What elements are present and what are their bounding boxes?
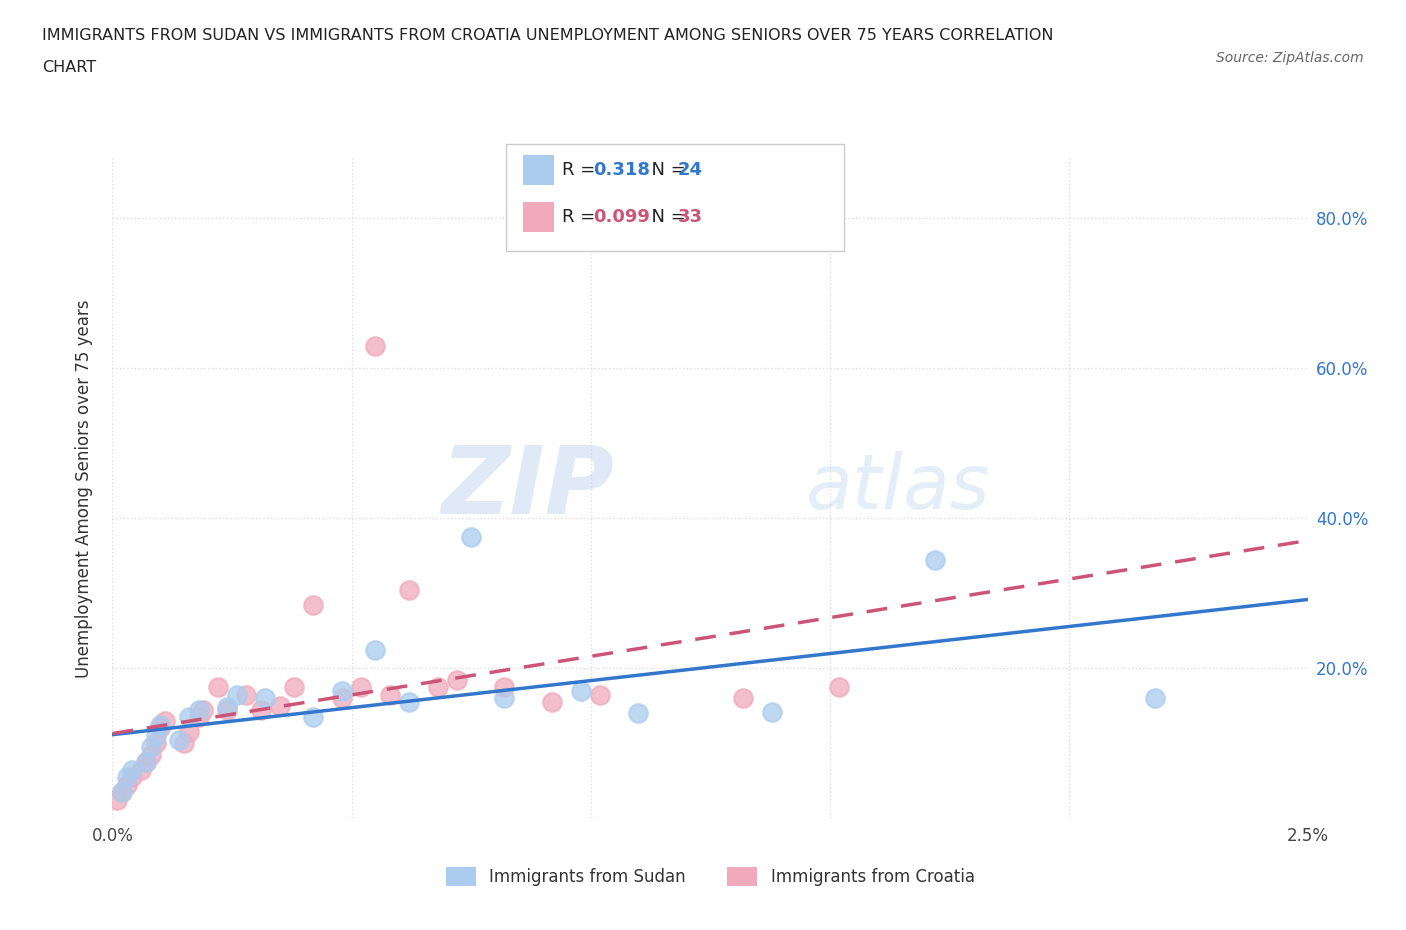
Point — [398, 582, 420, 597]
Text: IMMIGRANTS FROM SUDAN VS IMMIGRANTS FROM CROATIA UNEMPLOYMENT AMONG SENIORS OVER: IMMIGRANTS FROM SUDAN VS IMMIGRANTS FROM… — [42, 28, 1053, 43]
Point — [193, 702, 215, 717]
Text: CHART: CHART — [42, 60, 96, 75]
Point — [129, 763, 152, 777]
Text: R =: R = — [562, 207, 602, 226]
Point — [153, 713, 176, 728]
Point — [177, 710, 200, 724]
Point — [121, 770, 143, 785]
Point — [145, 736, 167, 751]
Point — [569, 684, 592, 698]
Text: 24: 24 — [678, 161, 703, 179]
Point — [1143, 691, 1166, 706]
Text: N =: N = — [640, 207, 692, 226]
Point — [269, 698, 291, 713]
Point — [111, 785, 134, 800]
Text: N =: N = — [640, 161, 692, 179]
Point — [541, 695, 564, 710]
Point — [446, 672, 468, 687]
Point — [283, 680, 305, 695]
Y-axis label: Unemployment Among Seniors over 75 years: Unemployment Among Seniors over 75 years — [75, 299, 93, 677]
Point — [173, 736, 195, 751]
Point — [364, 339, 387, 353]
Point — [121, 763, 143, 777]
Point — [828, 680, 851, 695]
Point — [225, 687, 247, 702]
Point — [187, 710, 209, 724]
Text: Source: ZipAtlas.com: Source: ZipAtlas.com — [1216, 51, 1364, 65]
Point — [350, 680, 373, 695]
Point — [115, 770, 138, 785]
Point — [139, 747, 162, 762]
Point — [177, 724, 200, 739]
Text: atlas: atlas — [806, 451, 990, 525]
Point — [235, 687, 257, 702]
Point — [111, 785, 134, 800]
Point — [378, 687, 401, 702]
Point — [149, 721, 172, 736]
Point — [494, 691, 516, 706]
Point — [139, 739, 162, 754]
Point — [364, 642, 387, 657]
Point — [135, 754, 157, 769]
Point — [426, 680, 449, 695]
Point — [589, 687, 612, 702]
Point — [187, 702, 209, 717]
Point — [254, 691, 277, 706]
Legend: Immigrants from Sudan, Immigrants from Croatia: Immigrants from Sudan, Immigrants from C… — [446, 868, 974, 886]
Point — [145, 728, 167, 743]
Point — [217, 702, 239, 717]
Point — [207, 680, 229, 695]
Text: 0.099: 0.099 — [593, 207, 650, 226]
Point — [627, 706, 650, 721]
Point — [494, 680, 516, 695]
Point — [249, 702, 271, 717]
Point — [733, 691, 755, 706]
Text: ZIP: ZIP — [441, 443, 614, 534]
Text: 0.318: 0.318 — [593, 161, 651, 179]
Point — [105, 792, 128, 807]
Point — [115, 777, 138, 792]
Point — [302, 597, 325, 612]
Point — [330, 684, 353, 698]
Point — [302, 710, 325, 724]
Point — [761, 704, 783, 719]
Point — [330, 691, 353, 706]
Point — [135, 754, 157, 769]
Point — [149, 717, 172, 732]
Point — [924, 552, 946, 567]
Point — [169, 732, 191, 747]
Text: 33: 33 — [678, 207, 703, 226]
Point — [460, 529, 482, 544]
Point — [217, 700, 239, 715]
Text: R =: R = — [562, 161, 602, 179]
Point — [398, 695, 420, 710]
